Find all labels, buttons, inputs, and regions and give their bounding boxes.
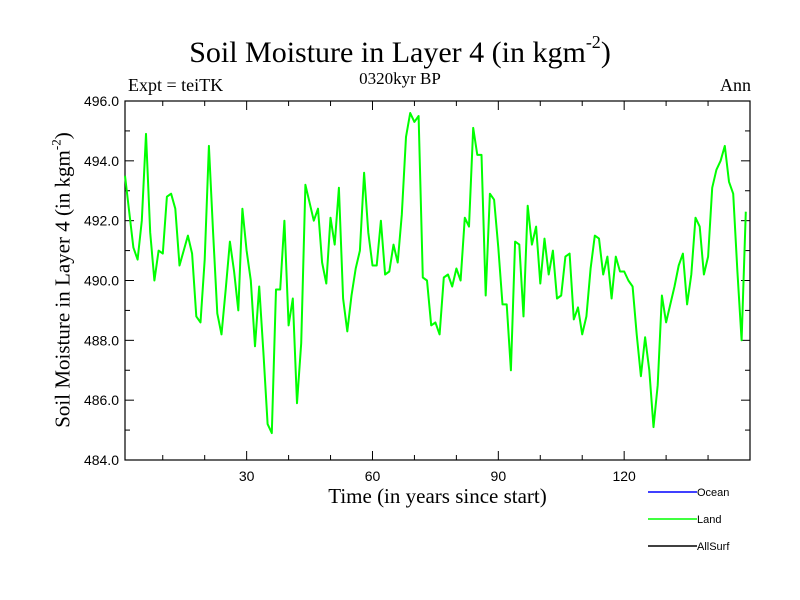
x-tick-label: 120 — [612, 468, 636, 484]
experiment-label: Expt = teiTK — [128, 75, 224, 95]
y-tick-label: 496.0 — [84, 93, 119, 109]
legend-label-ocean: Ocean — [697, 487, 729, 499]
y-tick-label: 490.0 — [84, 273, 119, 289]
x-tick-label: 30 — [239, 468, 255, 484]
y-tick-label: 492.0 — [84, 213, 119, 229]
y-tick-label: 488.0 — [84, 332, 119, 348]
legend-label-allsurf: AllSurf — [697, 541, 730, 553]
y-axis-label: Soil Moisture in Layer 4 (in kgm-2) — [48, 132, 75, 428]
legend-label-land: Land — [697, 514, 721, 526]
y-tick-label: 484.0 — [84, 452, 119, 468]
x-axis-label: Time (in years since start) — [328, 484, 547, 508]
chart-subtitle: 0320kyr BP — [359, 69, 441, 88]
axis-ticks: 484.0 486.0 488.0 490.0 492.0 494.0 496.0 30 60 9… — [84, 93, 751, 484]
series-lines — [124, 112, 747, 435]
y-tick-label: 494.0 — [84, 153, 119, 169]
chart-title: Soil Moisture in Layer 4 (in kgm-2) — [189, 32, 611, 69]
period-label: Ann — [720, 75, 751, 95]
x-tick-label: 60 — [365, 468, 381, 484]
series-line-land — [124, 112, 747, 435]
legend: Ocean Land AllSurf — [648, 487, 730, 553]
x-tick-label: 90 — [491, 468, 507, 484]
y-tick-label: 486.0 — [84, 392, 119, 408]
